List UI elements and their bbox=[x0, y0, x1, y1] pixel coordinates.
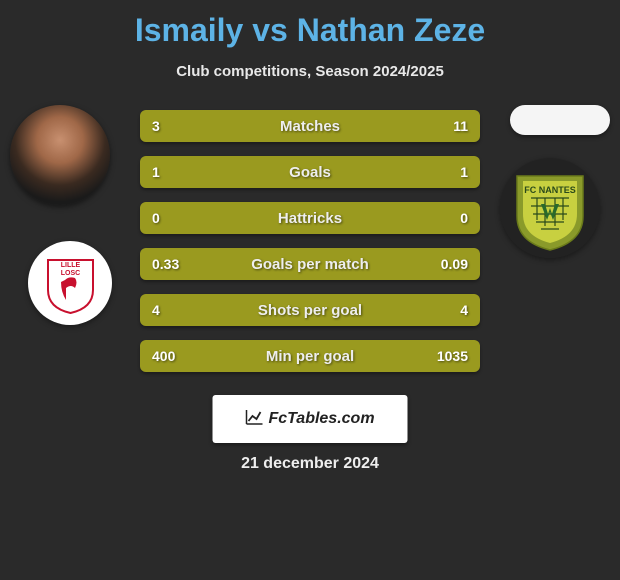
club2-text: FC NANTES bbox=[524, 185, 576, 195]
stat-right-value: 0 bbox=[460, 210, 468, 226]
vs-text: vs bbox=[252, 12, 288, 48]
club1-badge: LILLE LOSC bbox=[28, 241, 112, 325]
stat-label: Matches bbox=[140, 118, 480, 135]
stat-right-value: 0.09 bbox=[441, 256, 468, 272]
stat-left-value: 0.33 bbox=[152, 256, 179, 272]
stat-left-value: 4 bbox=[152, 302, 160, 318]
stat-row: 0Hattricks0 bbox=[140, 202, 480, 234]
player1-photo bbox=[10, 105, 110, 205]
stat-left-value: 400 bbox=[152, 348, 175, 364]
stat-left-value: 1 bbox=[152, 164, 160, 180]
stat-left-value: 0 bbox=[152, 210, 160, 226]
stat-right-value: 1 bbox=[460, 164, 468, 180]
chart-icon bbox=[245, 409, 263, 430]
stat-label: Goals per match bbox=[140, 256, 480, 273]
stat-row: 3Matches11 bbox=[140, 110, 480, 142]
stat-row: 0.33Goals per match0.09 bbox=[140, 248, 480, 280]
stat-right-value: 1035 bbox=[437, 348, 468, 364]
club2-badge: FC NANTES bbox=[500, 158, 600, 258]
stats-table: 3Matches111Goals10Hattricks00.33Goals pe… bbox=[140, 110, 480, 386]
stat-label: Shots per goal bbox=[140, 302, 480, 319]
date-text: 21 december 2024 bbox=[0, 455, 620, 473]
player1-name: Ismaily bbox=[135, 12, 244, 48]
branding-text: FcTables.com bbox=[268, 410, 374, 428]
stat-label: Goals bbox=[140, 164, 480, 181]
stat-label: Min per goal bbox=[140, 348, 480, 365]
subtitle: Club competitions, Season 2024/2025 bbox=[0, 63, 620, 80]
stat-row: 4Shots per goal4 bbox=[140, 294, 480, 326]
player2-name: Nathan Zeze bbox=[297, 12, 485, 48]
club1-text2: LOSC bbox=[60, 270, 79, 277]
stat-row: 400Min per goal1035 bbox=[140, 340, 480, 372]
stat-label: Hattricks bbox=[140, 210, 480, 227]
player2-photo bbox=[510, 105, 610, 135]
stat-row: 1Goals1 bbox=[140, 156, 480, 188]
comparison-title: Ismaily vs Nathan Zeze bbox=[0, 0, 620, 49]
stat-right-value: 11 bbox=[453, 118, 468, 134]
club1-text1: LILLE bbox=[60, 262, 80, 269]
stat-left-value: 3 bbox=[152, 118, 160, 134]
branding-box[interactable]: FcTables.com bbox=[213, 395, 408, 443]
stat-right-value: 4 bbox=[460, 302, 468, 318]
